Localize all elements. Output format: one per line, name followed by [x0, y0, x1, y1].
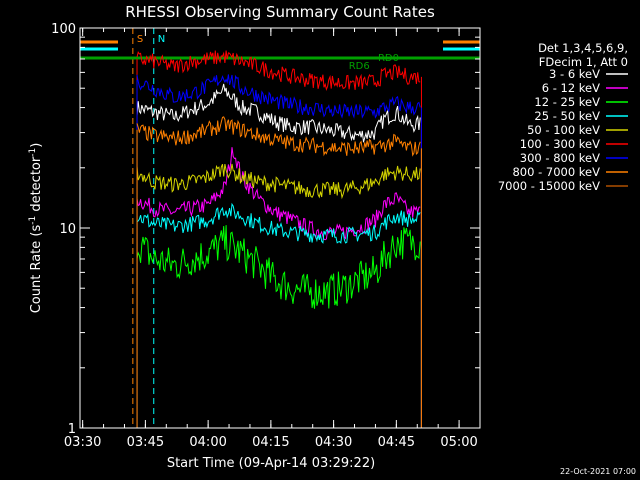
chart-title: RHESSI Observing Summary Count Rates — [125, 3, 435, 21]
legend-label-1: 6 - 12 keV — [542, 81, 600, 95]
legend-label-5: 100 - 300 keV — [520, 137, 600, 151]
plot-layer: SNRD6RD0 — [80, 28, 480, 428]
x-tick-label-0500: 05:00 — [440, 435, 477, 450]
legend-label-3: 25 - 50 keV — [534, 109, 600, 123]
y-axis-label-close: ) — [29, 143, 44, 148]
series-line-6 — [136, 74, 421, 119]
y-tick-label-1: 1 — [68, 422, 76, 437]
y-axis-label-main: Count Rate (s — [29, 225, 44, 314]
series-line-5 — [136, 50, 421, 92]
legend-label-8: 7000 - 15000 keV — [498, 179, 600, 193]
series-line-4 — [136, 163, 421, 200]
series-line-1 — [136, 147, 421, 241]
annotation-label-rd6: RD6 — [349, 61, 370, 72]
legend-label-4: 50 - 100 keV — [527, 123, 600, 137]
legend-label-7: 800 - 7000 keV — [512, 165, 600, 179]
footer-date: 22-Oct-2021 07:00 — [560, 467, 636, 476]
legend-header-0: Det 1,3,4,5,6,9, — [538, 41, 628, 55]
axes-layer: 1 10 100 03:30 03:45 04:00 04:15 04:30 04:45 05:0… — [51, 22, 481, 450]
legend-label-0: 3 - 6 keV — [549, 67, 600, 81]
y-axis-label-sup-2: -1 — [28, 148, 38, 157]
x-tick-label-0445: 04:45 — [378, 435, 415, 450]
series-line-0 — [136, 83, 421, 143]
legend: Det 1,3,4,5,6,9,FDecim 1, Att 03 - 6 keV… — [498, 41, 628, 193]
y-axis-label-sup-1: -1 — [28, 216, 38, 225]
y-tick-label-100: 100 — [51, 22, 76, 37]
x-tick-label-0345: 03:45 — [127, 435, 164, 450]
annotation-label-s: S — [137, 34, 143, 45]
x-tick-label-0400: 04:00 — [189, 435, 226, 450]
y-tick-label-10: 10 — [59, 222, 76, 237]
y-axis-label-tail: detector — [29, 156, 44, 216]
legend-label-2: 12 - 25 keV — [534, 95, 600, 109]
annotation-label-n: N — [158, 34, 165, 45]
y-axis-label: Count Rate (s-1 detector-1) — [28, 143, 44, 314]
x-tick-label-0430: 04:30 — [315, 435, 352, 450]
legend-header-1: FDecim 1, Att 0 — [539, 55, 628, 69]
legend-label-6: 300 - 800 keV — [520, 151, 600, 165]
series-line-7 — [136, 116, 421, 157]
series-line-2 — [136, 225, 421, 309]
series-line-3 — [136, 202, 421, 244]
x-tick-label-0415: 04:15 — [252, 435, 289, 450]
x-tick-label-0330: 03:30 — [64, 435, 101, 450]
x-axis-label: Start Time (09-Apr-14 03:29:22) — [167, 456, 375, 471]
